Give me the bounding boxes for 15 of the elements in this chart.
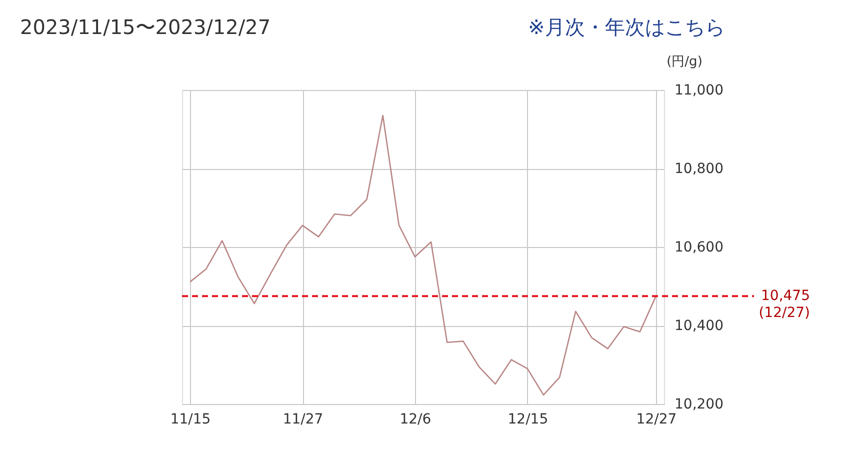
chart-title: 2023/11/15〜2023/12/27 (20, 15, 271, 39)
line-series (189, 114, 657, 396)
y-tick-label: 10,400 (674, 318, 724, 334)
y-axis-title: (円/g) (666, 54, 702, 70)
x-tick-label: 12/6 (400, 412, 432, 428)
y-tick-label: 10,800 (674, 161, 724, 177)
y-tick-label: 10,200 (674, 396, 724, 412)
text: ※月次・年次はこちら (528, 15, 725, 39)
x-tick-label: 11/27 (282, 412, 324, 428)
x-tick-label: 12/27 (636, 412, 677, 428)
y-tick-label: 10,600 (674, 240, 724, 256)
x-tick-label: 12/15 (508, 412, 548, 428)
x-tick-label: 11/15 (170, 412, 211, 428)
ref-line-label: 10,475 (12/27) (758, 288, 810, 322)
y-tick-label: 11,000 (674, 82, 724, 98)
